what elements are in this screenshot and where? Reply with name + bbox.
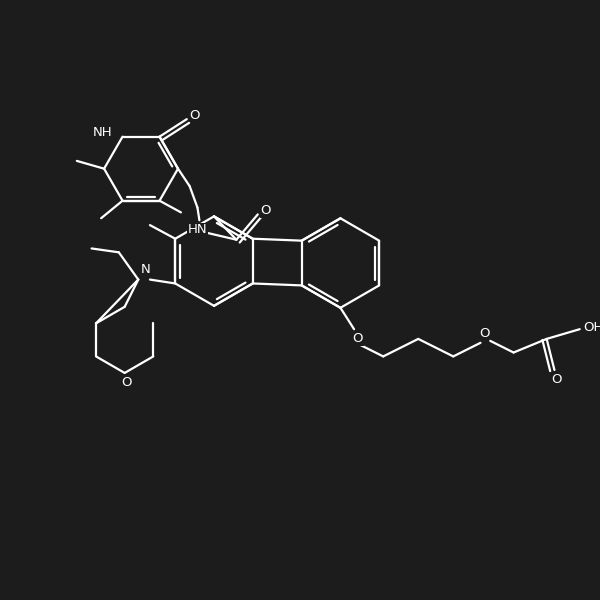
Text: NH: NH (93, 126, 113, 139)
Text: OH: OH (583, 321, 600, 334)
Text: O: O (479, 326, 490, 340)
Text: O: O (189, 109, 200, 122)
Text: O: O (260, 204, 271, 217)
Text: HN: HN (188, 223, 207, 236)
Text: O: O (551, 373, 562, 386)
Text: N: N (141, 263, 151, 277)
Text: O: O (121, 376, 132, 389)
Text: O: O (353, 332, 363, 346)
